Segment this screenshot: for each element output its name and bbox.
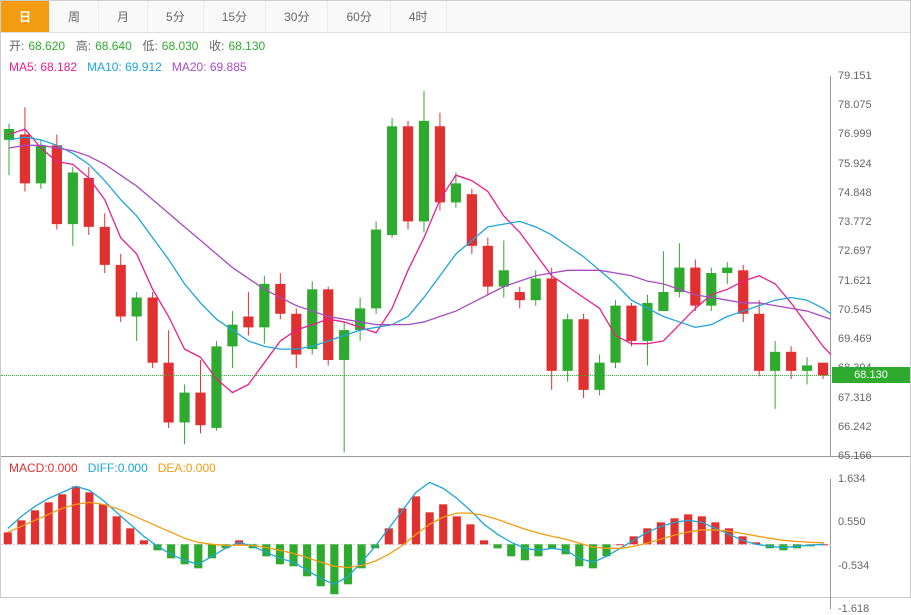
macd-chart[interactable]: 1.6340.550-0.534-1.618 (1, 479, 910, 609)
tab-15分[interactable]: 15分 (204, 1, 266, 32)
close-value: 68.130 (229, 39, 266, 53)
current-price-tag: 68.130 (832, 367, 910, 383)
y-tick: 74.848 (838, 187, 872, 199)
diff-label: DIFF: (88, 461, 118, 475)
y-tick: 73.772 (838, 216, 872, 228)
y-tick: 65.166 (838, 450, 872, 462)
ma-bar: MA5: 68.182 MA10: 69.912 MA20: 69.885 (1, 58, 910, 76)
y-tick: 67.318 (838, 392, 872, 404)
tab-日[interactable]: 日 (1, 1, 50, 32)
tab-60分[interactable]: 60分 (328, 1, 390, 32)
macd-y-tick: 1.634 (838, 473, 866, 485)
tab-5分[interactable]: 5分 (148, 1, 204, 32)
open-label: 开: (9, 39, 24, 53)
ohlc-bar: 开: 68.620 高: 68.640 低: 68.030 收: 68.130 (1, 33, 910, 58)
y-tick: 70.545 (838, 304, 872, 316)
y-tick: 79.151 (838, 70, 872, 82)
y-tick: 72.697 (838, 245, 872, 257)
macd-y-tick: -0.534 (838, 560, 869, 572)
diff-value: 0.000 (118, 461, 148, 475)
y-tick: 76.999 (838, 128, 872, 140)
ma10-value: 69.912 (125, 60, 162, 74)
macd-y-tick: 0.550 (838, 516, 866, 528)
high-label: 高: (76, 39, 91, 53)
low-value: 68.030 (162, 39, 199, 53)
close-label: 收: (209, 39, 224, 53)
y-tick: 75.924 (838, 158, 872, 170)
macd-y-tick: -1.618 (838, 603, 869, 615)
macd-bar: MACD:0.000 DIFF:0.000 DEA:0.000 (1, 456, 910, 479)
ma10-label: MA10: (87, 60, 122, 74)
macd-value: 0.000 (48, 461, 78, 475)
ma5-label: MA5: (9, 60, 37, 74)
low-label: 低: (142, 39, 157, 53)
high-value: 68.640 (95, 39, 132, 53)
macd-label: MACD: (9, 461, 48, 475)
ma20-value: 69.885 (210, 60, 247, 74)
tab-月[interactable]: 月 (99, 1, 148, 32)
tab-30分[interactable]: 30分 (266, 1, 328, 32)
tab-4时[interactable]: 4时 (391, 1, 447, 32)
ma5-value: 68.182 (40, 60, 77, 74)
dea-label: DEA: (158, 461, 186, 475)
tab-周[interactable]: 周 (50, 1, 99, 32)
dea-value: 0.000 (186, 461, 216, 475)
ma20-label: MA20: (172, 60, 207, 74)
price-chart[interactable]: 79.15178.07576.99975.92474.84873.77272.6… (1, 76, 910, 456)
y-tick: 66.242 (838, 421, 872, 433)
open-value: 68.620 (28, 39, 65, 53)
y-tick: 71.621 (838, 275, 872, 287)
y-tick: 78.075 (838, 99, 872, 111)
y-tick: 69.469 (838, 333, 872, 345)
timeframe-tabs: 日周月5分15分30分60分4时 (1, 1, 910, 33)
